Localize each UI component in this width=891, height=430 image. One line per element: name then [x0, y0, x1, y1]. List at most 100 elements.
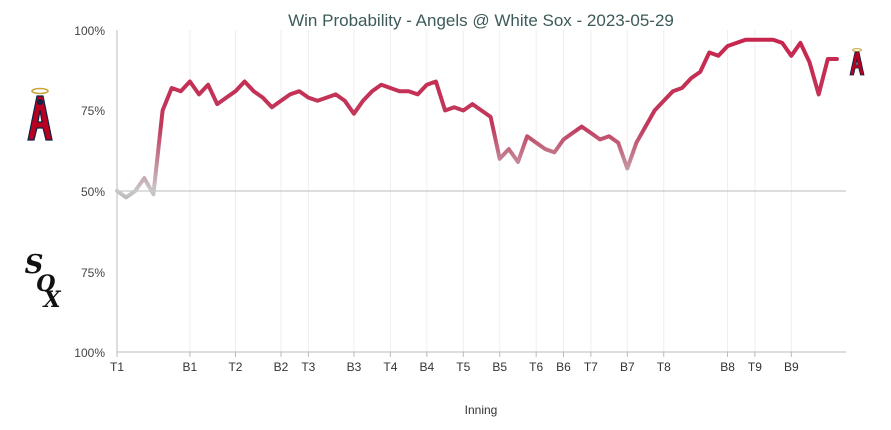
- data-point: [598, 138, 602, 142]
- data-point: [443, 109, 447, 113]
- angels-logo-end: [849, 48, 865, 76]
- x-tick-label: T5: [456, 360, 470, 374]
- data-point: [379, 83, 383, 87]
- x-tick-label: T1: [110, 360, 124, 374]
- data-point: [215, 102, 219, 106]
- data-point: [771, 38, 775, 42]
- data-point: [571, 131, 575, 135]
- data-point: [398, 89, 402, 93]
- data-point: [607, 134, 611, 138]
- data-point: [835, 57, 839, 61]
- x-tick-label: T8: [657, 360, 671, 374]
- svg-text:O: O: [36, 271, 55, 297]
- y-tick-label: 100%: [74, 346, 105, 360]
- data-point: [261, 96, 265, 100]
- x-tick-label: T4: [383, 360, 397, 374]
- y-tick-label: 75%: [81, 266, 105, 280]
- angels-logo: [27, 87, 53, 141]
- x-tick-label: T9: [748, 360, 762, 374]
- svg-text:X: X: [41, 287, 61, 313]
- x-tick-label: B8: [720, 360, 735, 374]
- data-point: [188, 80, 192, 84]
- data-point: [243, 80, 247, 84]
- data-point: [480, 109, 484, 113]
- data-point: [698, 70, 702, 74]
- data-point: [498, 157, 502, 161]
- data-point: [716, 54, 720, 58]
- data-point: [780, 41, 784, 45]
- chart-title: Win Probability - Angels @ White Sox - 2…: [288, 11, 674, 30]
- data-point: [224, 96, 228, 100]
- data-point: [206, 83, 210, 87]
- data-point: [826, 57, 830, 61]
- data-point: [625, 167, 629, 171]
- data-point: [170, 86, 174, 90]
- data-point: [644, 125, 648, 129]
- data-point: [798, 41, 802, 45]
- data-point: [507, 147, 511, 151]
- data-point: [616, 141, 620, 145]
- data-point: [589, 131, 593, 135]
- x-tick-label: B9: [784, 360, 799, 374]
- data-point: [552, 150, 556, 154]
- data-point: [516, 160, 520, 164]
- data-point: [689, 76, 693, 80]
- data-point: [306, 96, 310, 100]
- x-ticks: T1 B1 T2 B2 T3 B3 T4 B4 T5 B5 T6 B6 T7 B7 T8 B8 T9 B9: [110, 352, 799, 374]
- x-tick-label: B3: [347, 360, 362, 374]
- data-point: [707, 51, 711, 55]
- data-point: [461, 109, 465, 113]
- data-point: [808, 60, 812, 64]
- data-point: [352, 112, 356, 116]
- x-tick-label: T6: [529, 360, 543, 374]
- data-point: [762, 38, 766, 42]
- data-point: [543, 147, 547, 151]
- svg-text:S: S: [25, 250, 44, 280]
- x-tick-label: B6: [556, 360, 571, 374]
- data-point: [452, 105, 456, 109]
- data-point: [680, 86, 684, 90]
- win-probability-line: [115, 37, 839, 200]
- data-point: [252, 89, 256, 93]
- data-point: [662, 99, 666, 103]
- data-point: [142, 176, 146, 180]
- data-point: [489, 115, 493, 119]
- y-tick-label: 50%: [81, 185, 105, 199]
- data-point: [297, 89, 301, 93]
- x-tick-label: B5: [492, 360, 507, 374]
- data-point: [470, 102, 474, 106]
- data-point: [671, 89, 675, 93]
- data-point: [279, 99, 283, 103]
- x-tick-label: B4: [419, 360, 434, 374]
- white-sox-logo: S O X: [25, 250, 62, 313]
- data-point: [388, 86, 392, 90]
- x-tick-label: B1: [183, 360, 198, 374]
- data-point: [653, 109, 657, 113]
- data-point: [179, 89, 183, 93]
- data-point: [726, 44, 730, 48]
- data-point: [534, 141, 538, 145]
- data-point: [789, 54, 793, 58]
- data-point: [270, 105, 274, 109]
- data-point: [288, 92, 292, 96]
- data-point: [316, 99, 320, 103]
- data-point: [161, 109, 165, 113]
- data-point: [197, 92, 201, 96]
- data-point: [817, 92, 821, 96]
- data-point: [334, 92, 338, 96]
- data-point: [370, 89, 374, 93]
- data-point: [634, 141, 638, 145]
- x-tick-label: T3: [301, 360, 315, 374]
- data-point: [744, 38, 748, 42]
- x-axis-label: Inning: [465, 403, 498, 417]
- data-point: [735, 41, 739, 45]
- data-point: [151, 192, 155, 196]
- data-point: [325, 96, 329, 100]
- data-point: [124, 195, 128, 199]
- data-point: [133, 189, 137, 193]
- data-points: [115, 38, 839, 200]
- x-tick-label: T2: [228, 360, 242, 374]
- data-point: [562, 138, 566, 142]
